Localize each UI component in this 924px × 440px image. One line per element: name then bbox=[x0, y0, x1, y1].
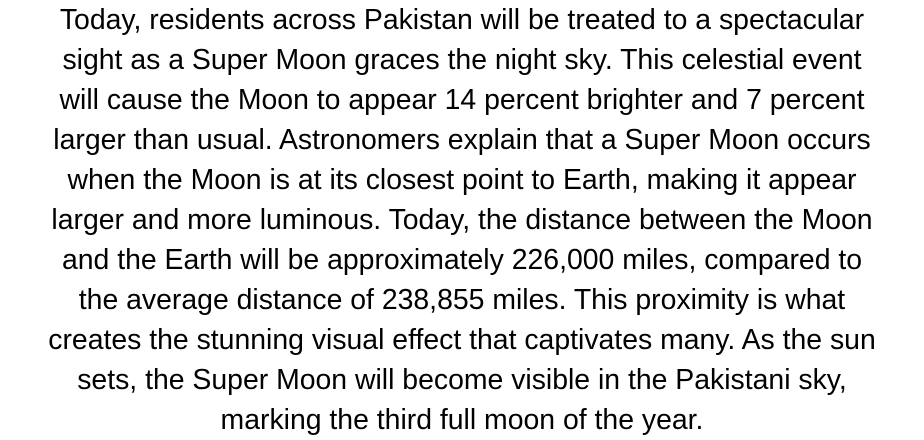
text-line: the average distance of 238,855 miles. T… bbox=[78, 284, 846, 316]
text-line: marking the third full moon of the year. bbox=[220, 404, 704, 436]
text-line: when the Moon is at its closest point to… bbox=[67, 164, 857, 196]
text-line: larger than usual. Astronomers explain t… bbox=[53, 124, 871, 156]
text-line: Today, residents across Pakistan will be… bbox=[59, 4, 865, 36]
text-line: and the Earth will be approximately 226,… bbox=[61, 244, 863, 276]
text-line: larger and more luminous. Today, the dis… bbox=[51, 204, 873, 236]
text-line: creates the stunning visual effect that … bbox=[48, 324, 876, 356]
text-line: sight as a Super Moon graces the night s… bbox=[62, 44, 862, 76]
text-line: will cause the Moon to appear 14 percent… bbox=[59, 84, 865, 116]
text-line: sets, the Super Moon will become visible… bbox=[77, 364, 847, 396]
